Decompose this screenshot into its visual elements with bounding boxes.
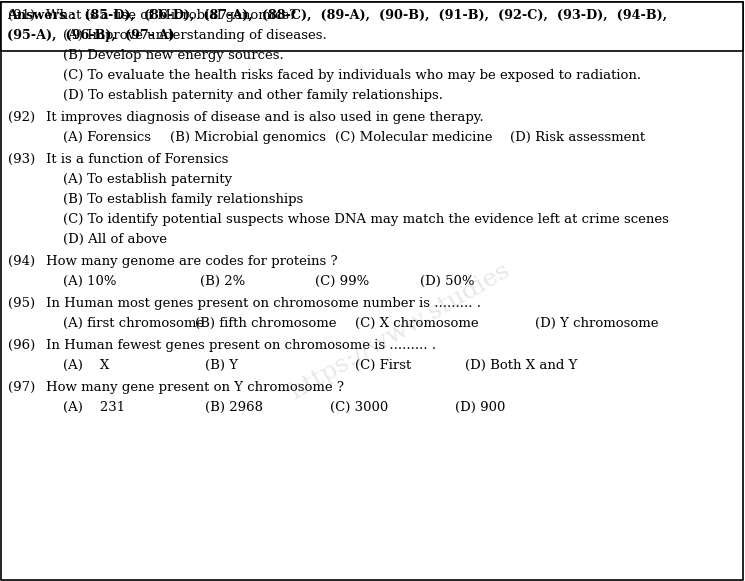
Text: (D) All of above: (D) All of above (63, 233, 167, 246)
Text: (D) Both X and Y: (D) Both X and Y (465, 359, 577, 372)
Text: (C) To evaluate the health risks faced by individuals who may be exposed to radi: (C) To evaluate the health risks faced b… (63, 69, 641, 82)
Text: (C) To identify potential suspects whose DNA may match the evidence left at crim: (C) To identify potential suspects whose… (63, 213, 669, 226)
Text: (92): (92) (8, 111, 35, 124)
Text: (D) To establish paternity and other family relationships.: (D) To establish paternity and other fam… (63, 89, 443, 102)
Text: (A) Improve understanding of diseases.: (A) Improve understanding of diseases. (63, 29, 327, 42)
Text: (B) Develop new energy sources.: (B) Develop new energy sources. (63, 49, 284, 62)
Text: In Human fewest genes present on chromosome is ......... .: In Human fewest genes present on chromos… (46, 339, 436, 352)
Text: (A)    X: (A) X (63, 359, 110, 372)
Text: (D) 900: (D) 900 (455, 401, 505, 414)
Text: (94): (94) (8, 255, 35, 268)
Text: (D) Y chromosome: (D) Y chromosome (535, 317, 659, 330)
Text: (D) 50%: (D) 50% (420, 275, 475, 288)
Text: It improves diagnosis of disease and is also used in gene therapy.: It improves diagnosis of disease and is … (46, 111, 484, 124)
Text: (B) fifth chromosome: (B) fifth chromosome (195, 317, 337, 330)
Text: (B) Microbial genomics: (B) Microbial genomics (170, 131, 326, 144)
Text: It is a function of Forensics: It is a function of Forensics (46, 153, 229, 166)
Text: https://www.studies: https://www.studies (286, 259, 514, 404)
Text: (C) 99%: (C) 99% (315, 275, 370, 288)
Text: (A) first chromosome: (A) first chromosome (63, 317, 204, 330)
Text: (A)    231: (A) 231 (63, 401, 125, 414)
Text: (C) 3000: (C) 3000 (330, 401, 388, 414)
Text: (93): (93) (8, 153, 35, 166)
Text: (D) Risk assessment: (D) Risk assessment (510, 131, 645, 144)
Text: (97): (97) (8, 381, 35, 394)
FancyBboxPatch shape (1, 2, 743, 51)
Text: (B) Y: (B) Y (205, 359, 238, 372)
Text: How many genome are codes for proteins ?: How many genome are codes for proteins ? (46, 255, 337, 268)
Text: (A) To establish paternity: (A) To establish paternity (63, 173, 232, 186)
Text: (B) To establish family relationships: (B) To establish family relationships (63, 193, 303, 206)
Text: (B) 2%: (B) 2% (200, 275, 245, 288)
Text: (A) Forensics: (A) Forensics (63, 131, 151, 144)
Text: Answers :  (85-D),  (86-D),  (87-A),  (88-C),  (89-A),  (90-B),  (91-B),  (92-C): Answers : (85-D), (86-D), (87-A), (88-C)… (7, 9, 667, 22)
Text: (C) Molecular medicine: (C) Molecular medicine (335, 131, 492, 144)
Text: (95-A),  (96-B),  (97- A): (95-A), (96-B), (97- A) (7, 29, 174, 42)
Text: (91): (91) (8, 9, 35, 22)
Text: (96): (96) (8, 339, 35, 352)
Text: (C) X chromosome: (C) X chromosome (355, 317, 478, 330)
Text: (A) 10%: (A) 10% (63, 275, 116, 288)
Text: What is a use of Microbial genomics?: What is a use of Microbial genomics? (46, 9, 296, 22)
Text: In Human most genes present on chromosome number is ......... .: In Human most genes present on chromosom… (46, 297, 481, 310)
Text: How many gene present on Y chromosome ?: How many gene present on Y chromosome ? (46, 381, 344, 394)
Text: (95): (95) (8, 297, 35, 310)
Text: (C) First: (C) First (355, 359, 411, 372)
Text: (B) 2968: (B) 2968 (205, 401, 263, 414)
